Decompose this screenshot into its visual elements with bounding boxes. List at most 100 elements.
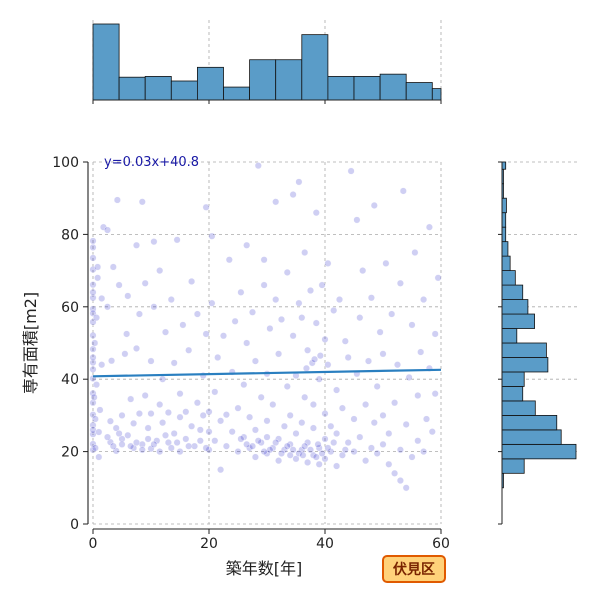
scatter-point bbox=[402, 484, 410, 492]
scatter-point bbox=[373, 382, 381, 390]
marginal-x-bar bbox=[144, 76, 172, 101]
scatter-point bbox=[318, 449, 326, 457]
scatter-point bbox=[278, 449, 286, 457]
marginal-y-bar bbox=[501, 357, 549, 373]
marginal-y-bar bbox=[501, 400, 536, 416]
scatter-point bbox=[396, 477, 404, 485]
scatter-point bbox=[199, 411, 207, 419]
scatter-point bbox=[251, 453, 259, 461]
marginal-y-bar bbox=[501, 443, 577, 460]
scatter-point bbox=[156, 267, 164, 275]
scatter-point bbox=[161, 431, 169, 439]
scatter-point bbox=[275, 435, 283, 443]
scatter-point bbox=[260, 448, 268, 456]
scatter-point bbox=[138, 198, 146, 206]
scatter-point bbox=[324, 361, 332, 369]
scatter-point bbox=[338, 451, 346, 459]
scatter-point bbox=[115, 430, 123, 438]
scatter-point bbox=[118, 440, 126, 448]
scatter-point bbox=[289, 446, 297, 454]
marginal-y-bar bbox=[501, 386, 524, 402]
scatter-point bbox=[89, 243, 97, 251]
scatter-point bbox=[367, 294, 375, 302]
x-axis-title: 築年数[年] bbox=[226, 559, 303, 578]
marginal-y-bar bbox=[501, 270, 516, 286]
scatter-point bbox=[89, 353, 97, 361]
scatter-point bbox=[94, 263, 102, 271]
scatter-point bbox=[103, 433, 111, 441]
scatter-point bbox=[336, 296, 344, 304]
scatter-point bbox=[164, 409, 172, 417]
scatter-point bbox=[150, 303, 158, 311]
scatter-point bbox=[333, 386, 341, 394]
scatter-point bbox=[193, 310, 201, 318]
scatter-point bbox=[362, 457, 370, 465]
scatter-point bbox=[217, 417, 225, 425]
scatter-point bbox=[286, 451, 294, 459]
scatter-point bbox=[173, 439, 181, 447]
scatter-point bbox=[208, 232, 216, 240]
scatter-point bbox=[156, 448, 164, 456]
scatter-point bbox=[92, 381, 100, 389]
scatter-point bbox=[298, 419, 306, 427]
scatter-point bbox=[113, 196, 121, 204]
scatter-point bbox=[185, 346, 193, 354]
marginal-y-bar bbox=[501, 371, 525, 387]
labels-layer: y=0.03x+40.8 築年数[年] 専有面積[m2] 伏見区 bbox=[21, 155, 446, 583]
scatter-point bbox=[141, 391, 149, 399]
y-tick-label: 80 bbox=[61, 227, 79, 243]
scatter-point bbox=[89, 294, 97, 302]
scatter-point bbox=[333, 462, 341, 470]
scatter-point bbox=[89, 237, 97, 245]
marginal-x-bar bbox=[275, 59, 303, 101]
marginal-x-bar bbox=[405, 82, 433, 101]
marginal-y-bar bbox=[501, 342, 547, 358]
scatter-point bbox=[170, 359, 178, 367]
scatter-point bbox=[283, 442, 291, 450]
scatter-point bbox=[399, 187, 407, 195]
scatter-point bbox=[283, 268, 291, 276]
marginal-x-bar bbox=[353, 76, 381, 101]
scatter-point bbox=[123, 330, 131, 338]
scatter-point bbox=[179, 321, 187, 329]
scatter-point bbox=[315, 375, 323, 383]
scatter-point bbox=[260, 281, 268, 289]
marginal-y-bar bbox=[501, 197, 507, 214]
scatter-point bbox=[391, 469, 399, 477]
scatter-point bbox=[144, 424, 152, 432]
scatter-point bbox=[89, 254, 97, 262]
scatter-point bbox=[301, 248, 309, 256]
x-tick-label: 20 bbox=[200, 536, 218, 552]
scatter-point bbox=[118, 411, 126, 419]
marginal-y-bar bbox=[501, 414, 558, 431]
scatter-point bbox=[98, 294, 106, 302]
marginal-x-bar bbox=[196, 66, 224, 101]
scatter-point bbox=[219, 332, 227, 340]
scatter-point bbox=[214, 353, 222, 361]
scatter-point bbox=[124, 292, 132, 300]
scatter-point bbox=[176, 448, 184, 456]
scatter-point bbox=[89, 266, 97, 274]
scatter-point bbox=[103, 303, 111, 311]
scatter-point bbox=[89, 389, 97, 397]
scatter-point bbox=[89, 318, 97, 326]
scatter-point bbox=[141, 279, 149, 287]
scatter-point bbox=[420, 448, 428, 456]
y-tick-label: 40 bbox=[61, 372, 79, 388]
scatter-point bbox=[182, 408, 190, 416]
scatter-point bbox=[391, 399, 399, 407]
scatter-point bbox=[295, 449, 303, 457]
scatter-point bbox=[280, 446, 288, 454]
scatter-point bbox=[89, 331, 97, 339]
scatter-point bbox=[373, 449, 381, 457]
scatter-point bbox=[121, 350, 129, 358]
scatter-point bbox=[211, 388, 219, 396]
scatter-point bbox=[132, 344, 140, 352]
grid-layer bbox=[92, 20, 578, 525]
scatter-point bbox=[248, 308, 256, 316]
marginal-x-bar bbox=[92, 23, 120, 101]
scatter-point bbox=[251, 357, 259, 365]
scatter-point bbox=[263, 433, 271, 441]
